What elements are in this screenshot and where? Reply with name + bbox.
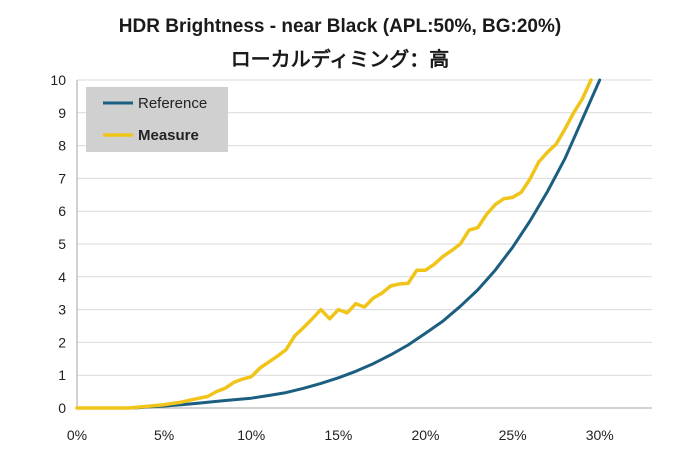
y-tick-label: 5: [58, 236, 66, 252]
legend: Reference Measure: [86, 87, 228, 152]
chart-title: HDR Brightness - near Black (APL:50%, BG…: [119, 16, 561, 37]
y-tick-label: 9: [58, 105, 66, 121]
series-line-reference: [75, 78, 602, 410]
y-tick-label: 4: [58, 269, 66, 285]
legend-label-measure: Measure: [138, 127, 199, 144]
x-tick-label: 30%: [586, 427, 614, 443]
y-tick-label: 3: [58, 302, 66, 318]
chart-subtitle: ローカルディミング：高: [231, 47, 450, 71]
x-tick-label: 15%: [324, 427, 352, 443]
x-tick-label: 10%: [237, 427, 265, 443]
y-tick-label: 1: [58, 367, 66, 383]
y-tick-label: 8: [58, 138, 66, 154]
y-tick-label: 10: [50, 72, 66, 88]
y-tick-label: 7: [58, 170, 66, 186]
x-tick-label: 20%: [411, 427, 439, 443]
y-tick-label: 6: [58, 203, 66, 219]
legend-background: [86, 87, 228, 152]
legend-label-reference: Reference: [138, 95, 207, 112]
x-tick-label: 25%: [499, 427, 527, 443]
axes: [76, 80, 652, 409]
x-tick-labels: 0% 5% 10% 15% 20% 25% 30%: [67, 427, 614, 443]
y-tick-label: 2: [58, 334, 66, 350]
x-tick-label: 0%: [67, 427, 87, 443]
y-tick-label: 0: [58, 400, 66, 416]
y-tick-labels: 0 1 2 3 4 5 6 7 8 9 10: [50, 72, 66, 416]
x-tick-label: 5%: [154, 427, 174, 443]
series-line-measure: [75, 78, 593, 410]
series-layer: [75, 78, 602, 410]
